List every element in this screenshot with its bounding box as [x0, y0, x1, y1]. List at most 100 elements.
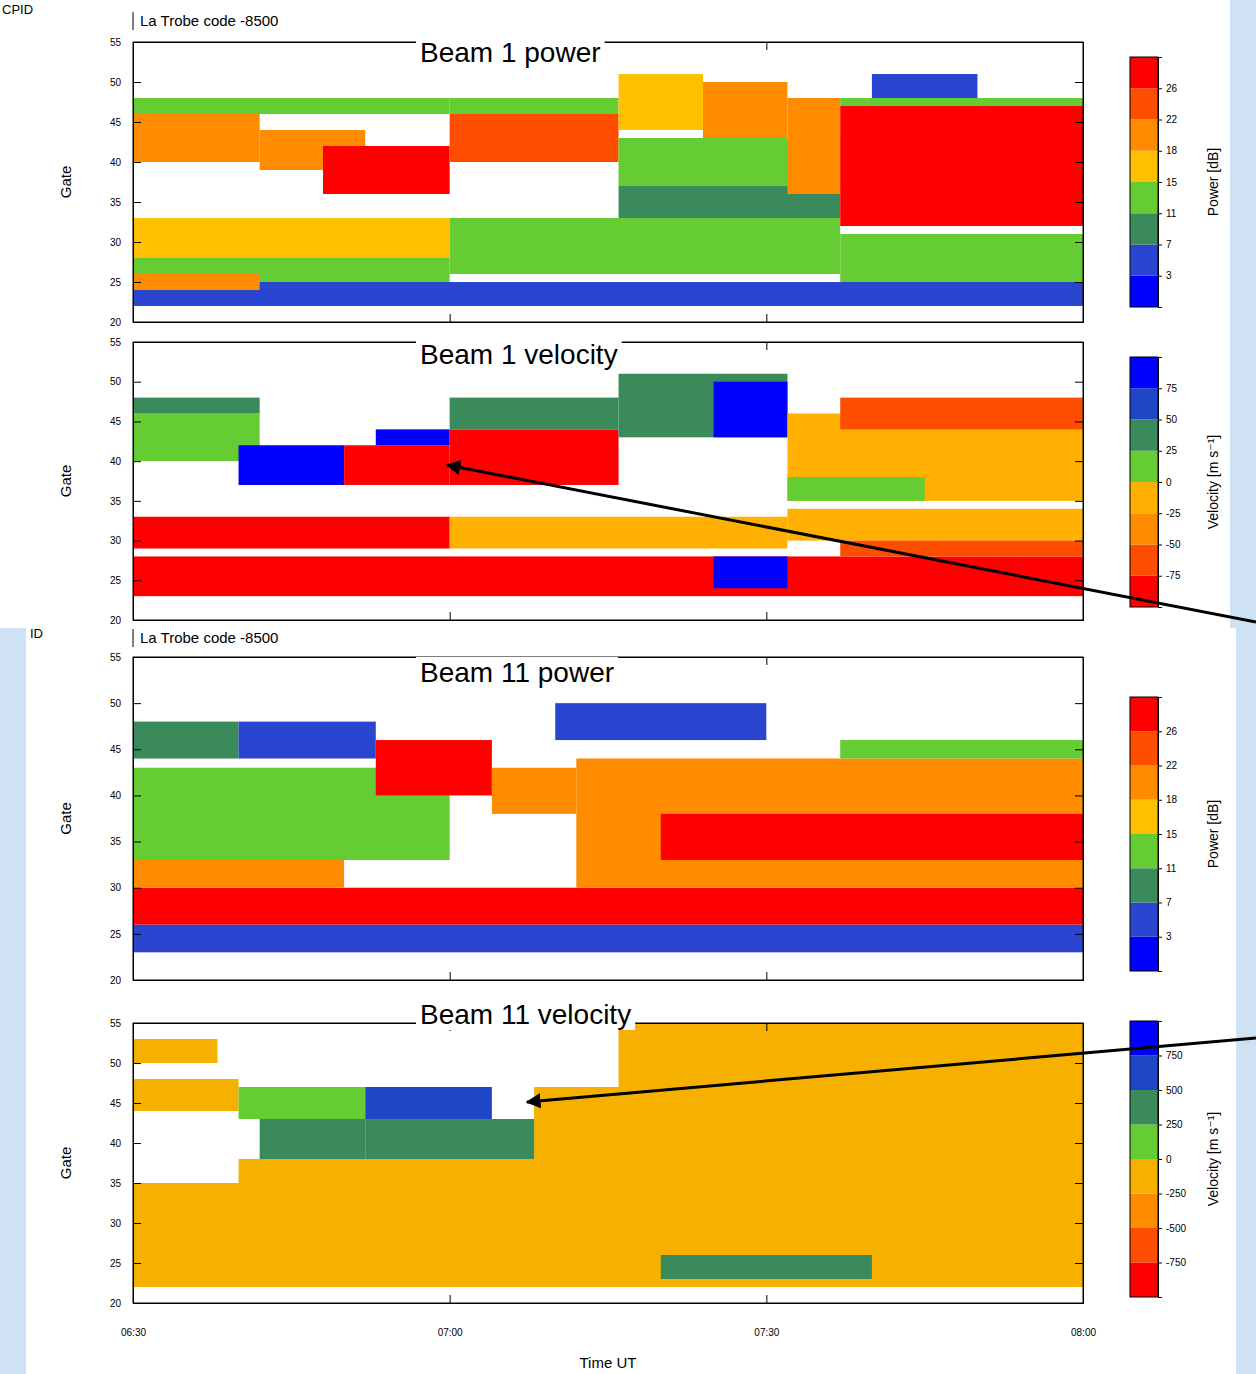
range-time-cell: [661, 1255, 872, 1279]
range-time-cell: [133, 218, 450, 258]
range-time-cell: [133, 860, 344, 888]
x-axis: [134, 972, 1084, 981]
tick: [1075, 1143, 1083, 1144]
x-axis: [134, 314, 1084, 323]
panel-title-group: Beam 1 velocity: [416, 339, 622, 370]
y-axis-right: [1075, 658, 1084, 981]
tick-mark: [133, 122, 141, 123]
y-axis-title: Gate: [57, 166, 74, 199]
range-time-cell: [872, 74, 978, 98]
axis-line: [134, 43, 142, 323]
range-time-cell: [555, 703, 766, 740]
colorbar-swatch: [1130, 868, 1158, 902]
tick-mark: [1158, 903, 1162, 904]
tick: [1075, 322, 1083, 323]
x-axis: [134, 612, 1084, 621]
tick-mark: [1075, 1063, 1083, 1064]
plot-frame: [133, 657, 1083, 980]
tick-label: 25: [110, 277, 122, 288]
tick: 50: [110, 77, 141, 88]
tick-mark: [766, 342, 767, 350]
range-time-cell: [323, 146, 450, 194]
tick-mark: [766, 314, 767, 322]
tick-label: 3: [1166, 931, 1172, 942]
colorbar-swatch: [1130, 1021, 1158, 1056]
tick: -25: [1158, 508, 1181, 519]
tick: 30: [110, 535, 141, 546]
tick: -50: [1158, 539, 1181, 550]
tick-label: 40: [110, 790, 122, 801]
tick: 26: [1158, 726, 1178, 737]
tick: 40: [110, 790, 141, 801]
colorbar-axis: -750-500-2500250500750: [1158, 1022, 1186, 1298]
tick-label: 750: [1166, 1050, 1183, 1061]
tick-label: -25: [1166, 508, 1181, 519]
colorbar-swatch: [1130, 276, 1158, 307]
tick: 45: [110, 744, 141, 755]
tick-label: 25: [110, 929, 122, 940]
tick-label: 50: [110, 698, 122, 709]
tick-mark: [133, 842, 141, 843]
tick: [1075, 282, 1083, 283]
tick: [450, 972, 451, 980]
tick: 750: [1158, 1050, 1183, 1061]
range-time-cell: [576, 759, 1083, 888]
tick-label: 0: [1166, 477, 1172, 488]
tick-mark: [1075, 1103, 1083, 1104]
colorbar-swatch: [1130, 545, 1158, 576]
tick-label: 22: [1166, 760, 1178, 771]
tick-mark: [1158, 937, 1162, 938]
tick-mark: [133, 1303, 141, 1304]
tick-mark: [766, 657, 767, 665]
colorbar-axis: 371115182226: [1158, 58, 1178, 308]
colorbar-swatch: [1130, 420, 1158, 451]
tick-mark: [1158, 88, 1162, 89]
y-axis-title: Gate: [57, 465, 74, 498]
panel-title: Beam 1 velocity: [420, 339, 618, 370]
tick-label: 11: [1166, 863, 1177, 874]
panel-title: Beam 11 velocity: [420, 999, 631, 1030]
tick: 3: [1158, 270, 1172, 281]
tick-mark: [1158, 276, 1162, 277]
range-time-cell: [450, 429, 619, 485]
tick-label: 250: [1166, 1119, 1183, 1130]
range-time-cell: [840, 146, 1083, 226]
y-axis-right: [1075, 1024, 1084, 1304]
tick: 25: [110, 1258, 141, 1269]
tick-mark: [133, 580, 141, 581]
axis-line: [134, 1024, 142, 1304]
tick: 500: [1158, 1085, 1183, 1096]
tick-label: 40: [110, 1138, 122, 1149]
tick: [1075, 1223, 1083, 1224]
tick-mark: [450, 612, 451, 620]
tick-mark: [133, 421, 141, 422]
tick: [766, 1023, 767, 1031]
tick-label: 30: [110, 1218, 122, 1229]
range-time-cell: [840, 740, 1083, 758]
tick: 35: [110, 1178, 141, 1189]
tick-mark: [1158, 451, 1162, 452]
tick-mark: [1075, 42, 1083, 43]
range-time-cell: [661, 814, 1083, 860]
tick-label: 35: [110, 496, 122, 507]
colorbar-axis: -75-50-250255075: [1158, 358, 1181, 608]
colorbar-swatch: [1130, 451, 1158, 482]
tick-mark: [133, 501, 141, 502]
tick: 0: [1158, 477, 1172, 488]
cpid-label: CPID: [2, 2, 33, 17]
cells: [133, 1023, 1083, 1287]
tick: [1075, 342, 1083, 343]
tick-mark: [133, 795, 141, 796]
tick-mark: [1075, 1023, 1083, 1024]
axis-line: [1075, 343, 1084, 621]
range-time-cell: [133, 925, 1083, 953]
tick-label: 35: [110, 836, 122, 847]
range-time-cell: [450, 398, 619, 430]
tick-label: 06:30: [121, 1327, 146, 1338]
tick-label: -250: [1166, 1188, 1186, 1199]
tick: 50: [110, 698, 141, 709]
tick: 55: [110, 652, 141, 663]
tick-label: 22: [1166, 114, 1178, 125]
range-time-cell: [714, 382, 788, 438]
tick-mark: [1075, 749, 1083, 750]
